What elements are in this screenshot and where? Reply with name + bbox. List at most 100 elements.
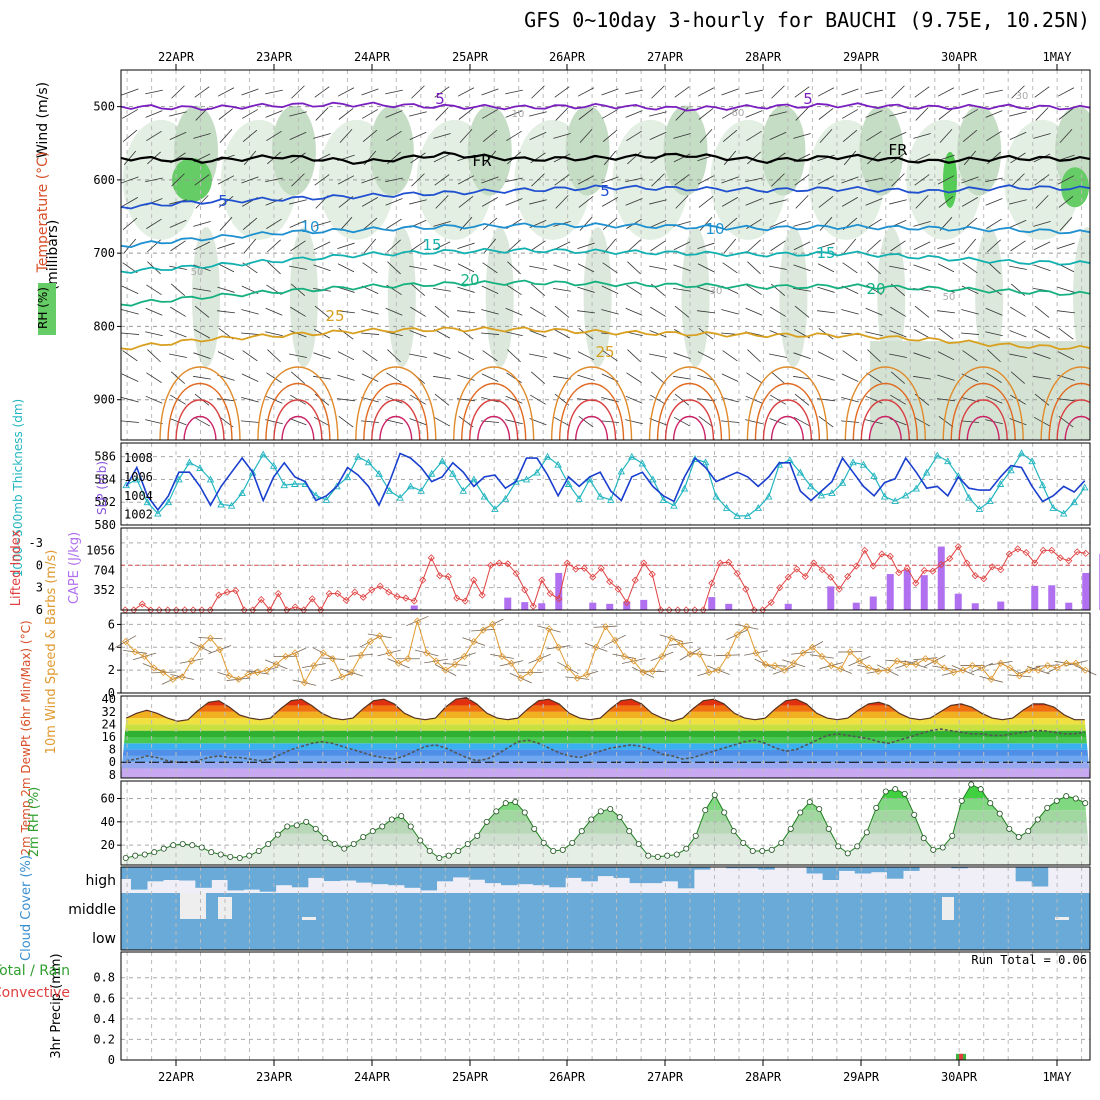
wind-barb-499 <box>577 351 595 361</box>
temp-loop-6-0 <box>746 366 829 440</box>
wind-point-35 <box>451 660 459 668</box>
wind-barb-12 <box>411 85 425 99</box>
wind-barb-527 <box>290 371 306 384</box>
wind-barb-104 <box>699 128 713 143</box>
wind-barb-244 <box>219 216 233 231</box>
wind-barb-539 <box>577 374 595 381</box>
wind-barb-304 <box>697 242 715 250</box>
wind-barb-67 <box>769 111 787 117</box>
cloud-mid-bar-46 <box>461 893 470 950</box>
wind-barb-250 <box>362 217 378 230</box>
li-point-69 <box>708 579 716 587</box>
wind-barb-27 <box>771 85 785 99</box>
wind-barb-505 <box>722 350 738 362</box>
temp-ylabel: 2m Temp 2m DewPt (6hr Min/Max) (°C) <box>19 620 33 855</box>
cape-ytick-1: 704 <box>93 563 115 577</box>
cloud-mid-bar-17 <box>246 893 255 950</box>
cape-bar-22 <box>1031 585 1039 610</box>
thickness-point-51 <box>659 496 668 503</box>
li-point-83 <box>827 573 835 581</box>
wind-point-75 <box>827 662 835 670</box>
wind-side-label: Wind (m/s) <box>35 82 51 158</box>
wind-point-16 <box>272 660 280 668</box>
wind-point-72 <box>799 649 807 657</box>
thickness-point-70 <box>859 460 868 468</box>
wind-barb-565 <box>241 396 259 403</box>
cloud-mid-bar-29 <box>335 893 344 950</box>
cloud-mid-bar-88 <box>771 893 780 950</box>
contour-label-11: 20 <box>866 280 885 298</box>
wind-barb-296 <box>507 239 521 253</box>
wind-barb-594 <box>937 398 955 402</box>
wind-point-71 <box>790 659 798 667</box>
cloud-mid-bar-20 <box>268 893 277 950</box>
wind-point-10 <box>216 646 224 654</box>
li-point-105 <box>1014 545 1022 553</box>
wind-barb-297 <box>530 240 546 252</box>
wind-barb-340 <box>602 262 618 274</box>
wind-barb-482 <box>169 353 187 358</box>
wind-barb-56 <box>505 110 523 118</box>
cloud-high-bar-13 <box>340 867 357 881</box>
contour-label-9: 15 <box>816 244 835 262</box>
cape-bar-15 <box>886 574 894 610</box>
temp-ytick-2: 8 <box>109 743 116 757</box>
wind-barb-422 <box>650 306 666 317</box>
cloud-mid-bar-22 <box>283 893 292 950</box>
wind-barb-425 <box>721 309 739 315</box>
wind-barb-90 <box>362 129 378 143</box>
wind-barb-550 <box>841 373 859 382</box>
wind-point-7 <box>187 657 196 665</box>
li-point-59 <box>623 598 631 607</box>
wind-barb-111 <box>866 130 882 142</box>
wind-point-92 <box>987 675 995 683</box>
wind-barb-1 <box>145 89 163 95</box>
temp-loop-0-2 <box>175 399 225 440</box>
li-point-45 <box>504 560 512 568</box>
wind-barb-207 <box>289 199 307 205</box>
rh-point-45 <box>550 848 557 855</box>
wind-barb-289 <box>337 242 355 250</box>
li-point-73 <box>742 585 750 593</box>
li-point-57 <box>606 578 614 586</box>
wind-barb-326 <box>267 261 281 275</box>
lifted-index-cape-panel: 6 3 0 -3 352 704 1056 Lifted Index CAPE (J/kg) <box>9 528 1100 617</box>
rh-point-41 <box>512 799 519 806</box>
wind-barb-420 <box>601 309 619 315</box>
li-point-36 <box>427 554 435 562</box>
thickness-point-75 <box>912 484 920 492</box>
wind-barb-55 <box>482 109 498 119</box>
li-point-88 <box>869 562 877 570</box>
wind-barb-106 <box>746 130 762 142</box>
rh-point-86 <box>939 844 946 851</box>
wind-barb-364 <box>217 286 235 293</box>
cloud-mid-bar-36 <box>387 893 396 950</box>
wind-barb-82 <box>169 131 187 140</box>
li-point-43 <box>487 561 495 569</box>
wind-barb-439 <box>1057 310 1075 314</box>
cloud-high-bar-26 <box>549 867 566 888</box>
rh-point-35 <box>455 848 462 855</box>
thickness-point-77 <box>933 451 942 459</box>
rh-point-54 <box>635 841 642 848</box>
contour-label-6: 10 <box>300 218 319 236</box>
wind-barb-178 <box>554 174 570 186</box>
cape-bar-20 <box>971 603 979 610</box>
wind-point-43 <box>526 668 534 676</box>
cloud-mid-bar-85 <box>749 893 758 950</box>
cloud-mid-bar-35 <box>379 893 388 950</box>
thickness-point-53 <box>680 484 689 492</box>
cloud-high-start <box>121 867 131 879</box>
wind-barb-433 <box>914 305 930 318</box>
thickness-point-80 <box>965 493 973 501</box>
isotherm-4 <box>121 247 1090 274</box>
wind-barb-89 <box>339 128 353 143</box>
rh-blob-mid-7 <box>859 105 904 196</box>
cloud-high-bar-44 <box>838 867 856 871</box>
cloud-mid-bar-38 <box>402 893 410 950</box>
wind-barb-517 <box>1009 353 1027 358</box>
cloud-mid-bar-32 <box>357 893 366 950</box>
li-point-49 <box>538 576 546 584</box>
li-point-80 <box>801 572 809 581</box>
temp-clip-group <box>121 696 1090 778</box>
